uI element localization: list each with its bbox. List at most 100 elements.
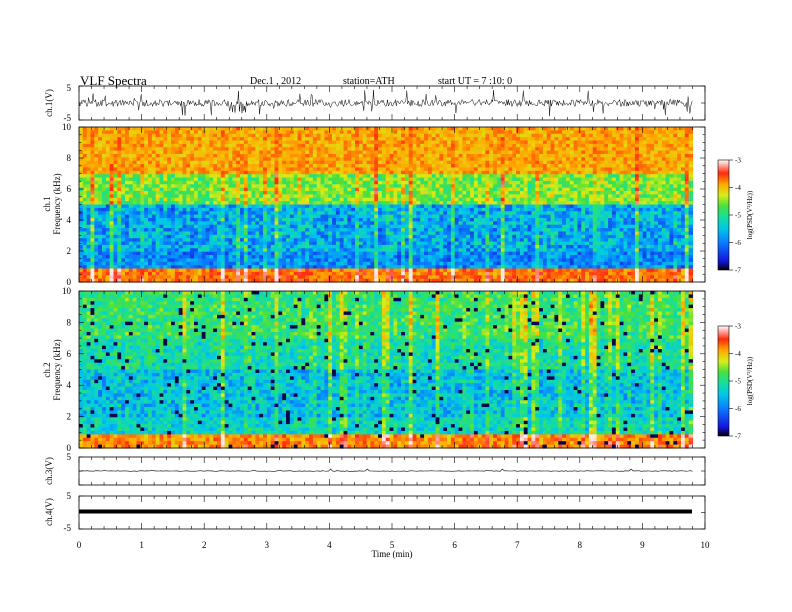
spectrogram-cell [117,201,122,206]
spectrogram-cell [263,170,268,175]
spectrogram-cell [82,153,88,158]
spectrogram-cell [270,177,276,182]
spectrogram-cell [159,248,164,253]
spectrogram-cell [240,204,245,209]
spectrogram-cell [151,214,157,219]
spectrogram-cell [86,167,92,172]
spectrogram-cell [190,241,195,246]
spectrogram-cell [278,184,283,189]
spectrogram-cell [201,187,207,192]
spectrogram-cell [117,140,122,145]
spectrogram-cell [113,130,118,135]
spectrogram-cell [213,261,218,266]
spectrogram-cell [159,137,164,142]
spectrogram-cell [259,207,264,212]
spectrogram-cell [243,275,249,280]
spectrogram-cell [282,164,287,169]
spectrogram-cell [247,167,253,172]
spectrogram-cell [282,147,287,152]
spectrogram-cell [171,241,176,246]
spectrogram-cell [240,271,245,276]
spectrogram-cell [102,244,107,249]
spectrogram-cell [255,217,260,222]
spectrogram-cell [117,137,122,142]
spectrogram-cell [90,271,95,276]
spectrogram-cell [148,174,153,179]
spectrogram-cell [109,150,115,155]
spectrogram-cell [259,204,264,209]
spectrogram-cell [282,207,287,212]
station-label: station=ATH [343,76,395,87]
spectrogram-cell [236,251,241,256]
spectrogram-cell [197,160,203,165]
spectrogram-cell [174,177,180,182]
spectrogram-cell [82,248,88,253]
spectrogram-cell [240,174,245,179]
spectrogram-cell [125,221,130,226]
spectrogram-cell [125,228,130,233]
spectrogram-cell [293,261,299,266]
spectrogram-cell [98,207,103,212]
spectrogram-cell [209,194,214,199]
spectrogram-cell [263,258,268,263]
spectrogram-cell [236,271,241,276]
spectrogram-cell [282,140,287,145]
spectrogram-cell [240,187,245,192]
spectrogram-cell [251,167,256,172]
spectrogram-cell [259,258,264,263]
spectrogram-cell [151,207,157,212]
spectrogram-cell [293,174,299,179]
spectrogram-cell [194,248,199,253]
spectrogram-cell [266,244,272,249]
spectrogram-cell [128,238,134,243]
spectrogram-cell [293,133,299,138]
spectrogram-cell [171,221,176,226]
spectrogram-cell [102,214,107,219]
spectrogram-cell [278,268,283,273]
spectrogram-cell [144,194,149,199]
spectrogram-cell [197,133,203,138]
spectrogram-cell [136,143,141,148]
spectrogram-cell [278,224,283,229]
spectrogram-cell [144,140,149,145]
spectrogram-cell [190,244,195,249]
spectrogram-cell [293,204,299,209]
spectrogram-cell [266,241,272,246]
spectrogram-cell [289,211,295,216]
spectrogram-cell [213,191,218,195]
spectrogram-cell [293,214,299,219]
spectrogram-cell [128,207,134,212]
spectrogram-cell [105,228,111,233]
spectrogram-cell [228,191,233,195]
spectrogram-cell [209,153,214,158]
spectrogram-cell [232,261,237,266]
spectrogram-cell [113,174,118,179]
spectrogram-cell [102,251,107,256]
spectrogram-cell [113,191,118,195]
spectrogram-cell [247,143,253,148]
spectrogram-cell [94,143,99,148]
spectrogram-cell [174,137,180,142]
spectrogram-cell [282,251,287,256]
spectrogram-cell [140,228,145,233]
spectrogram-cell [197,224,203,229]
spectrogram-cell [117,150,122,155]
spectrogram-ch1 [79,127,694,283]
spectrogram-cell [109,143,115,148]
spectrogram-cell [205,177,210,182]
spectrogram-cell [270,153,276,158]
spectrogram-cell [220,255,226,260]
spectrogram-cell [266,177,272,182]
spectrogram-cell [171,275,176,280]
spectrogram-cell [209,164,214,169]
spectrogram-cell [167,194,172,199]
spectrogram-cell [102,143,107,148]
spectrogram-cell [197,238,203,243]
spectrogram-cell [274,133,279,138]
spectrogram-cell [209,214,214,219]
spectrogram-cell [174,187,180,192]
spectrogram-cell [213,184,218,189]
spectrogram-cell [105,265,111,270]
spectrogram-cell [128,221,134,226]
spectrogram-cell [182,278,187,283]
